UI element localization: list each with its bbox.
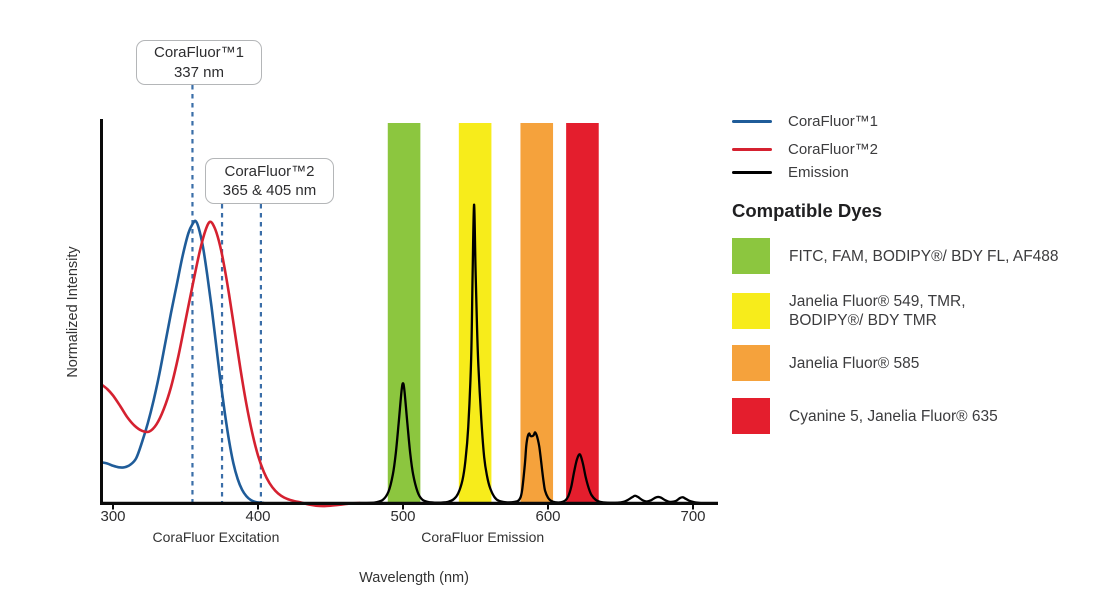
x-axis-label: Wavelength (nm) <box>359 570 469 586</box>
legend-label: CoraFluor™1 <box>788 112 879 130</box>
y-axis-label: Normalized Intensity <box>65 246 81 378</box>
corafluor1-line-swatch <box>732 119 772 123</box>
orange-filter-swatch <box>732 345 770 381</box>
series-corafluor2-excitation <box>100 220 361 508</box>
callout1-value: 337 nm <box>173 63 225 81</box>
excitation-section-label: CoraFluor Excitation <box>152 529 280 545</box>
legend-label: CoraFluor™2 <box>788 140 879 158</box>
callout2-value: 365 & 405 nm <box>222 182 317 199</box>
dye-row-green: FITC, FAM, BODIPY®/ BDY FL, AF488 <box>732 238 1059 274</box>
dye-row-red: Cyanine 5, Janelia Fluor® 635 <box>732 398 998 434</box>
callout2-title: CoraFluor™2 <box>224 162 315 180</box>
legend-label: Emission <box>788 163 849 181</box>
x-tick-label-400: 400 <box>245 508 271 525</box>
x-tick-label-600: 600 <box>535 508 561 525</box>
filter-band <box>566 123 599 503</box>
dye-label: Janelia Fluor® 549, TMR, BODIPY®/ BDY TM… <box>789 293 966 329</box>
dye-label: Cyanine 5, Janelia Fluor® 635 <box>789 407 998 425</box>
callout1-title: CoraFluor™1 <box>153 44 245 61</box>
dye-row-yellow: Janelia Fluor® 549, TMR, BODIPY®/ BDY TM… <box>732 292 966 330</box>
filter-band <box>387 123 421 503</box>
emission-section-label: CoraFluor Emission <box>421 529 545 545</box>
dye-label: FITC, FAM, BODIPY®/ BDY FL, AF488 <box>789 247 1059 265</box>
dye-row-orange: Janelia Fluor® 585 <box>732 345 919 381</box>
dye-label: Janelia Fluor® 585 <box>789 354 920 372</box>
compatible-dyes-heading: Compatible Dyes <box>732 200 883 221</box>
green-filter-swatch <box>732 238 770 274</box>
series-corafluor1-excitation <box>100 219 266 505</box>
red-filter-swatch <box>732 398 770 434</box>
callout-corafluor2: CoraFluor™2 365 & 405 nm <box>205 158 334 204</box>
legend-item-corafluor2: CoraFluor™2 <box>732 140 878 158</box>
filter-band <box>458 123 492 503</box>
x-tick-label-300: 300 <box>100 508 126 525</box>
yellow-filter-swatch <box>732 293 770 329</box>
legend-panel: CoraFluor™1 CoraFluor™2 Emission Compati… <box>732 0 1104 612</box>
x-tick-label-500: 500 <box>390 508 416 525</box>
legend-item-corafluor1: CoraFluor™1 <box>732 112 878 130</box>
emission-line-swatch <box>732 170 772 174</box>
callout-corafluor1: CoraFluor™1 337 nm <box>136 40 262 85</box>
legend-item-emission: Emission <box>732 163 849 181</box>
x-tick-label-700: 700 <box>680 508 706 525</box>
corafluor2-line-swatch <box>732 147 772 151</box>
